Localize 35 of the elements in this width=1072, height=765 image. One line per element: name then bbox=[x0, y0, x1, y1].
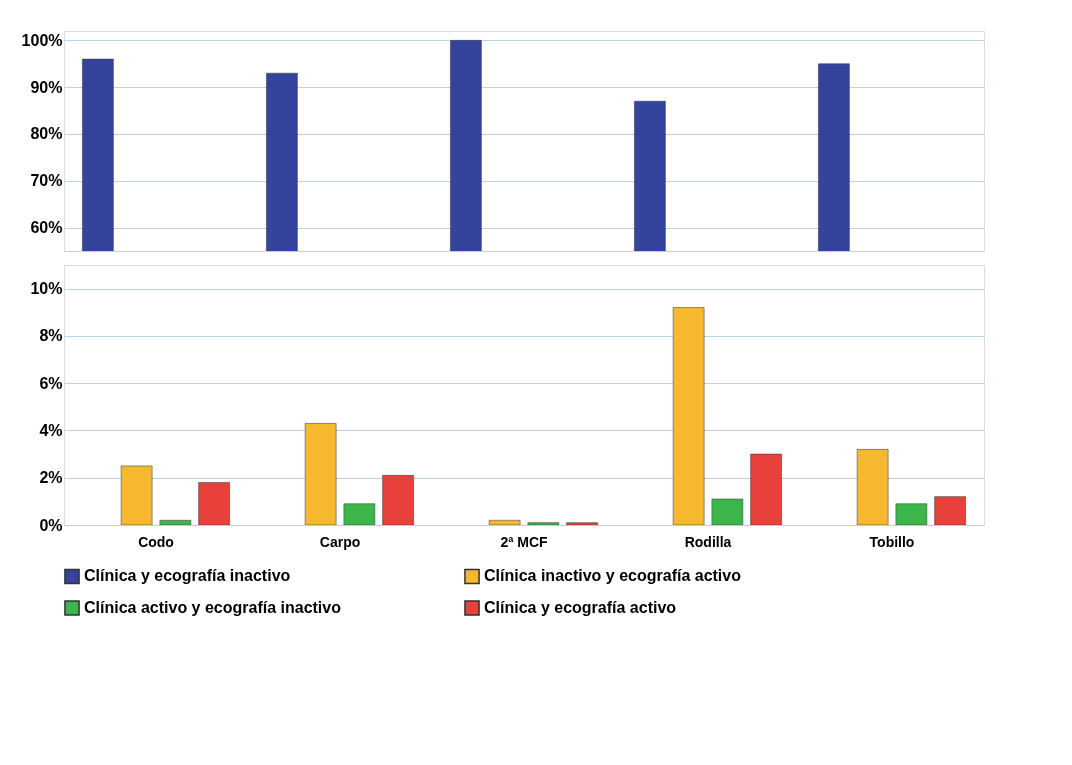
bar bbox=[527, 522, 560, 525]
bar bbox=[304, 423, 337, 525]
bar bbox=[343, 503, 376, 525]
bar bbox=[750, 453, 782, 525]
y-tick-label: 8% bbox=[39, 327, 63, 345]
y-tick-label: 10% bbox=[30, 280, 63, 298]
y-tick-label: 80% bbox=[30, 125, 63, 143]
legend-label: Clínica inactivo y ecografía activo bbox=[484, 567, 742, 585]
bar bbox=[159, 520, 192, 525]
bar bbox=[672, 307, 705, 525]
bar bbox=[934, 496, 966, 525]
bar bbox=[895, 503, 928, 525]
bar bbox=[488, 520, 521, 525]
x-tick-label: Tobillo bbox=[869, 533, 915, 550]
y-tick-label: 6% bbox=[39, 374, 63, 392]
y-tick-label: 2% bbox=[39, 469, 63, 487]
x-tick-label: Codo bbox=[138, 533, 174, 550]
y-tick-label: 70% bbox=[30, 172, 63, 190]
legend-label: Clínica activo y ecografía inactivo bbox=[84, 599, 342, 616]
bar bbox=[566, 522, 598, 525]
bar bbox=[382, 475, 414, 525]
y-tick-label: 100% bbox=[21, 31, 63, 49]
legend-label: Clínica y ecografía activo bbox=[484, 599, 677, 616]
bar bbox=[856, 449, 889, 525]
x-tick-label: Carpo bbox=[319, 533, 361, 550]
bar bbox=[120, 465, 153, 525]
y-tick-label: 0% bbox=[39, 516, 63, 534]
y-tick-label: 60% bbox=[30, 219, 63, 237]
bar bbox=[198, 482, 230, 525]
x-tick-label: 2ª MCF bbox=[500, 533, 549, 550]
x-tick-label: Rodilla bbox=[684, 533, 732, 550]
y-tick-label: 4% bbox=[39, 421, 63, 439]
bar bbox=[711, 498, 744, 525]
y-tick-label: 90% bbox=[30, 78, 63, 96]
legend-label: Clínica y ecografía inactivo bbox=[84, 567, 291, 585]
